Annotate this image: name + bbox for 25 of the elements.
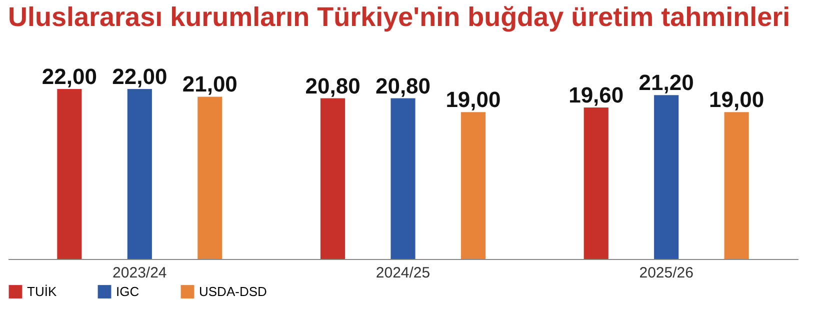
x-tick-label: 2025/26 [639,264,694,282]
bar [724,112,749,259]
bar [460,112,486,259]
data-label: 22,00 [112,64,168,89]
bar [57,89,82,259]
bar [320,98,346,259]
x-tick-label: 2024/25 [376,264,430,282]
chart-title: Uluslararası kurumların Türkiye'nin buğday üretim tahminleri [8,2,790,32]
data-label: 22,00 [42,64,97,89]
bar [654,95,679,259]
data-label: 20,80 [305,73,360,98]
bar [198,96,222,259]
bar [127,89,152,259]
legend-label: USDA-DSD [199,284,267,299]
data-label: 19,60 [568,82,624,108]
data-label: 20,80 [375,73,431,98]
bar [584,108,608,259]
legend-label: TUİK [27,284,57,299]
data-label: 21,20 [638,70,694,96]
data-label: 21,00 [182,72,238,97]
data-label: 19,00 [709,87,764,112]
data-label: 19,00 [446,87,501,112]
bar [390,98,416,259]
x-tick-label: 2023/24 [112,264,167,282]
legend-label: IGC [116,284,140,299]
